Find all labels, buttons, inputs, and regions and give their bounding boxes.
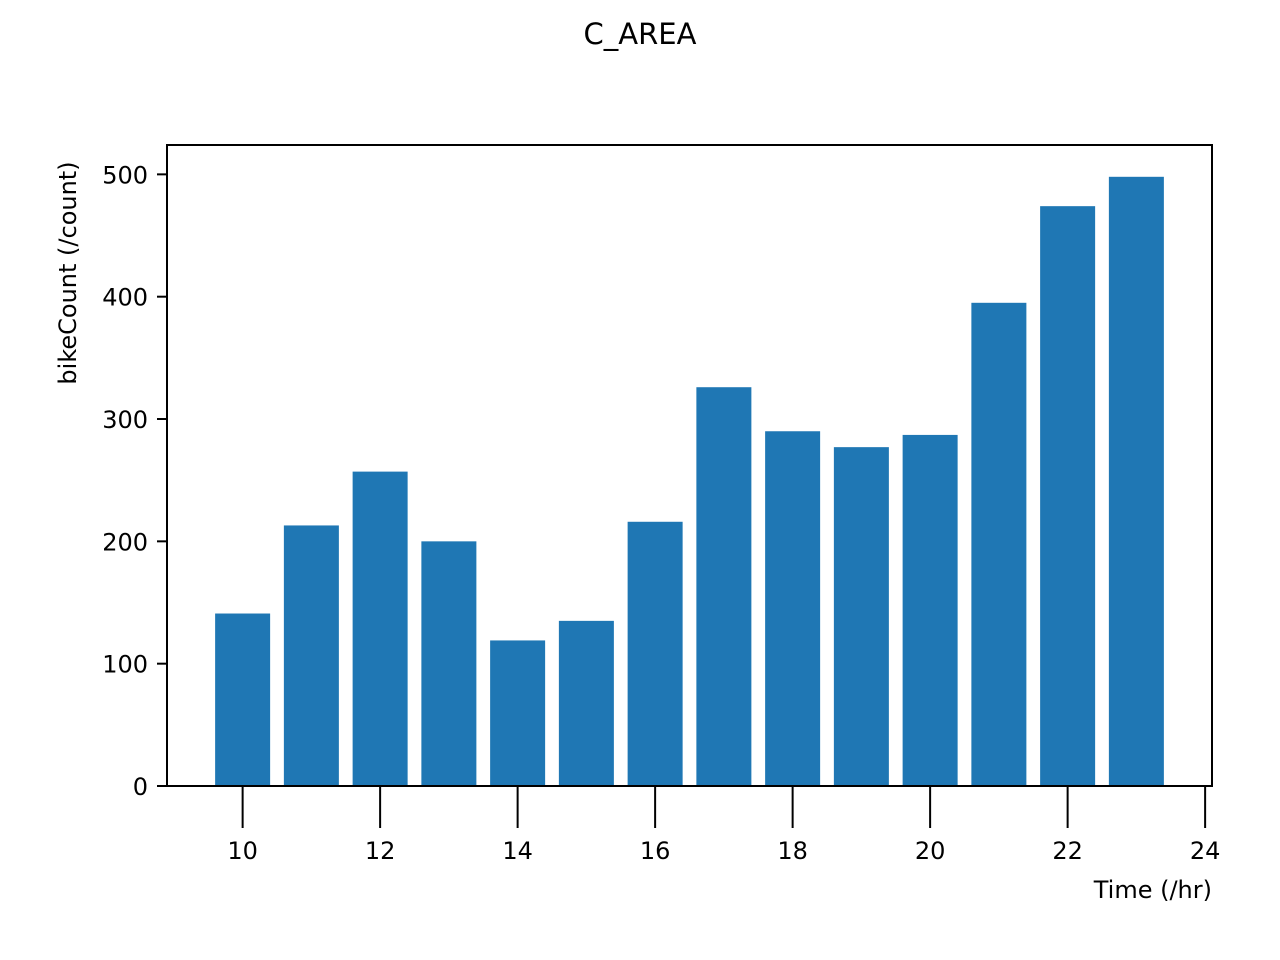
bar-17 bbox=[696, 387, 752, 786]
plot-area-frame bbox=[166, 144, 1213, 787]
bar-20 bbox=[902, 434, 958, 786]
bar-18 bbox=[765, 431, 821, 786]
y-axis-label: bikeCount (/count) bbox=[54, 161, 82, 384]
chart-title: C_AREA bbox=[584, 17, 697, 51]
bar-19 bbox=[833, 447, 889, 786]
y-tick-label-500: 500 bbox=[102, 161, 148, 189]
y-tick-label-200: 200 bbox=[102, 528, 148, 556]
x-axis-label: Time (/hr) bbox=[1093, 876, 1212, 904]
x-tick-label-18: 18 bbox=[777, 837, 808, 865]
x-axis-ticks: 10 12 14 16 18 20 22 24 bbox=[227, 786, 1220, 865]
bar-22 bbox=[1040, 206, 1096, 786]
x-tick-label-10: 10 bbox=[227, 837, 258, 865]
bar-14 bbox=[490, 640, 546, 786]
bar-11 bbox=[283, 525, 339, 786]
y-axis-ticks: 0 100 200 300 400 500 bbox=[102, 161, 167, 801]
x-tick-label-20: 20 bbox=[915, 837, 946, 865]
y-tick-label-300: 300 bbox=[102, 406, 148, 434]
x-tick-label-12: 12 bbox=[365, 837, 396, 865]
y-tick-label-0: 0 bbox=[133, 773, 148, 801]
bars-group bbox=[215, 176, 1164, 786]
bar-10 bbox=[215, 613, 271, 786]
bar-13 bbox=[421, 541, 477, 786]
bar-23 bbox=[1108, 176, 1164, 786]
y-tick-label-100: 100 bbox=[102, 651, 148, 679]
x-tick-label-22: 22 bbox=[1052, 837, 1083, 865]
bar-12 bbox=[352, 471, 408, 786]
x-tick-label-14: 14 bbox=[502, 837, 533, 865]
x-tick-label-24: 24 bbox=[1190, 837, 1221, 865]
bar-16 bbox=[627, 521, 683, 786]
x-tick-label-16: 16 bbox=[640, 837, 671, 865]
bar-21 bbox=[971, 302, 1027, 786]
y-tick-label-400: 400 bbox=[102, 284, 148, 312]
bar-15 bbox=[558, 620, 614, 786]
